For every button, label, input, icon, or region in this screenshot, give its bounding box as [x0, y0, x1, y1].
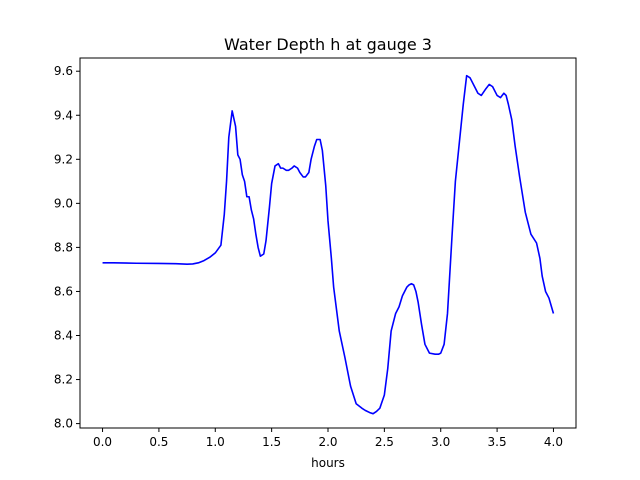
x-tick-label: 1.0: [206, 435, 225, 449]
x-tick-label: 3.5: [488, 435, 507, 449]
y-tick-label: 8.4: [54, 329, 73, 343]
axis-ticks: 0.0 0.5 1.0 1.5 2.0 2.5 3.0 3.5 4.0 8.0 8.2 8.4 8.6 8…: [54, 64, 563, 449]
x-tick-label: 1.5: [262, 435, 281, 449]
y-tick-label: 9.4: [54, 108, 73, 122]
x-tick-label: 0.5: [149, 435, 168, 449]
series-line-0: [102, 74, 555, 415]
x-axis-label: hours: [311, 456, 345, 470]
y-tick-label: 9.6: [54, 64, 73, 78]
x-tick-label: 3.0: [431, 435, 450, 449]
plot-area: [102, 74, 555, 415]
plot-frame: [79, 57, 577, 429]
x-tick-label: 2.0: [318, 435, 337, 449]
y-tick-label: 8.0: [54, 417, 73, 431]
x-tick-label: 0.0: [93, 435, 112, 449]
y-tick-label: 9.2: [54, 152, 73, 166]
x-tick-label: 4.0: [544, 435, 563, 449]
y-tick-label: 8.8: [54, 240, 73, 254]
y-tick-label: 8.6: [54, 284, 73, 298]
y-tick-label: 9.0: [54, 196, 73, 210]
chart-title: Water Depth h at gauge 3: [224, 35, 432, 54]
x-tick-label: 2.5: [375, 435, 394, 449]
y-tick-label: 8.2: [54, 373, 73, 387]
